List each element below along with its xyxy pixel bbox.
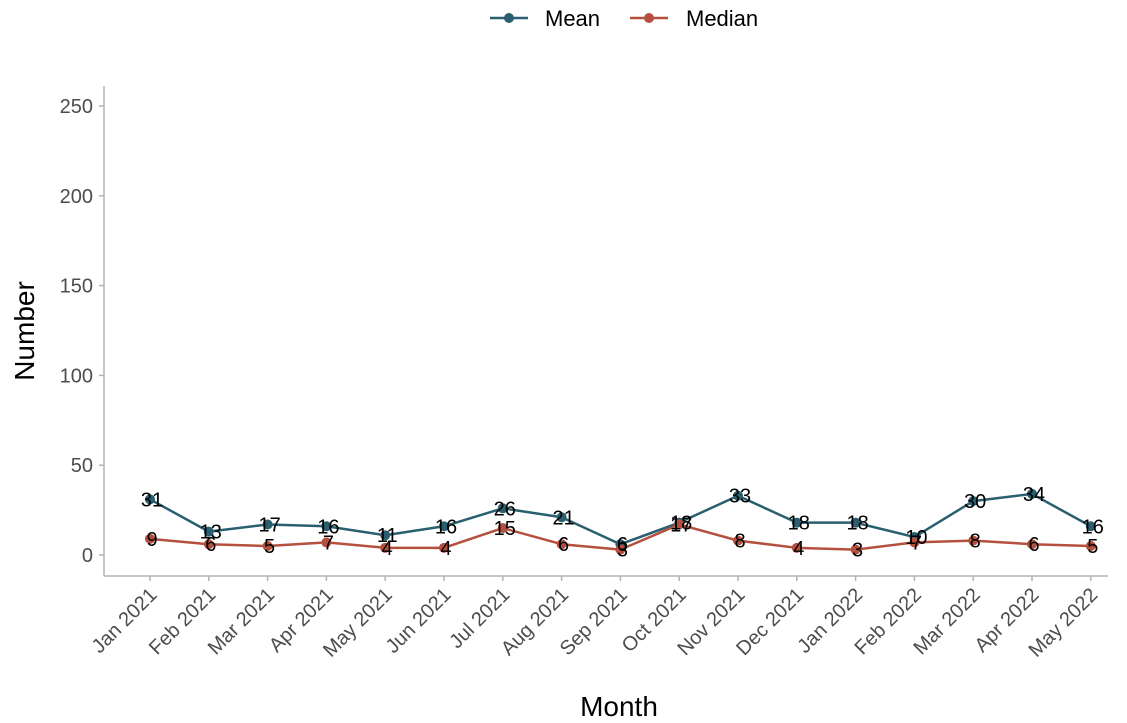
y-tick-label-100: 100 <box>60 365 93 387</box>
mean-label-dec-2021: 18 <box>788 513 810 535</box>
median-label-jan-2022: 3 <box>852 540 863 562</box>
mean-label-jun-2021: 16 <box>435 516 457 538</box>
mean-label-mar-2022: 30 <box>964 491 986 513</box>
mean-point-jan-2021 <box>145 494 155 505</box>
legend-item-mean: Mean <box>490 6 600 31</box>
mean-label-jan-2022: 18 <box>846 513 868 535</box>
mean-label-apr-2022: 34 <box>1023 484 1045 506</box>
legend-median-marker <box>644 13 654 23</box>
mean-point-jun-2021 <box>439 521 449 532</box>
mean-point-nov-2021 <box>733 490 743 501</box>
x-axis-title: Month <box>580 691 658 722</box>
mean-point-apr-2021 <box>321 521 332 532</box>
mean-label-mar-2021: 17 <box>258 514 280 536</box>
mean-label-aug-2021: 21 <box>552 507 574 529</box>
mean-point-apr-2022 <box>1027 488 1037 499</box>
median-point-jun-2021 <box>439 542 449 553</box>
median-label-nov-2021: 8 <box>734 531 745 553</box>
median-point-may-2021 <box>380 542 391 553</box>
y-tick-label-200: 200 <box>60 186 93 208</box>
median-point-apr-2022 <box>1027 539 1037 550</box>
mean-label-jan-2021: 31 <box>141 489 163 511</box>
median-label-sep-2021: 3 <box>617 540 628 562</box>
median-point-feb-2022 <box>909 537 920 548</box>
mean-point-jul-2021 <box>497 503 508 514</box>
median-point-jan-2021 <box>145 533 155 544</box>
median-point-apr-2021 <box>321 537 332 548</box>
median-label-may-2021: 4 <box>382 538 393 560</box>
median-label-may-2022: 5 <box>1087 536 1098 558</box>
mean-point-mar-2021 <box>262 519 273 530</box>
mean-label-may-2022: 16 <box>1082 516 1104 538</box>
mean-label-sep-2021: 6 <box>617 534 628 556</box>
legend-mean-label: Mean <box>545 6 600 31</box>
y-tick-label-50: 50 <box>71 455 93 477</box>
x-tick-label-jun-2021: Jun 2021 <box>382 584 456 658</box>
mean-point-feb-2021 <box>203 526 214 537</box>
median-point-dec-2021 <box>791 542 802 553</box>
median-point-feb-2021 <box>203 539 214 550</box>
y-tick-label-150: 150 <box>60 276 93 298</box>
mean-label-oct-2021: 18 <box>670 513 692 535</box>
mean-label-jul-2021: 26 <box>494 498 516 520</box>
median-point-aug-2021 <box>556 539 567 550</box>
mean-point-mar-2022 <box>968 496 979 507</box>
median-label-apr-2021: 7 <box>323 532 334 554</box>
median-point-jan-2022 <box>850 544 861 555</box>
median-label-feb-2021: 6 <box>205 534 216 556</box>
mean-point-dec-2021 <box>791 517 802 528</box>
mean-label-feb-2022: 10 <box>905 527 927 549</box>
legend-median-label: Median <box>686 6 758 31</box>
mean-label-apr-2021: 16 <box>317 516 339 538</box>
median-point-mar-2021 <box>262 541 273 552</box>
mean-point-jan-2022 <box>850 517 861 528</box>
median-point-may-2022 <box>1085 541 1096 552</box>
y-axis-ticks: 0 50 100 150 200 250 <box>60 96 104 567</box>
legend-mean-marker <box>504 13 514 23</box>
median-label-mar-2022: 8 <box>970 531 981 553</box>
mean-label-may-2021: 11 <box>377 525 398 547</box>
mean-point-may-2021 <box>380 530 391 541</box>
median-label-dec-2021: 4 <box>793 538 804 560</box>
axes <box>103 86 1108 577</box>
mean-point-aug-2021 <box>556 512 567 523</box>
mean-label-nov-2021: 33 <box>729 486 751 508</box>
median-label-jul-2021: 15 <box>494 518 516 540</box>
median-point-oct-2021 <box>674 519 685 530</box>
y-tick-label-250: 250 <box>60 96 93 118</box>
median-label-oct-2021: 17 <box>670 514 692 536</box>
median-label-aug-2021: 6 <box>558 534 569 556</box>
median-point-nov-2021 <box>733 535 743 546</box>
median-point-sep-2021 <box>615 544 626 555</box>
legend-item-median: Median <box>630 6 758 31</box>
legend: Mean Median <box>490 6 758 31</box>
median-label-jan-2021: 9 <box>146 529 157 551</box>
series-layer <box>145 488 1096 555</box>
y-tick-label-0: 0 <box>82 545 93 567</box>
y-axis-title: Number <box>9 281 40 381</box>
median-label-jun-2021: 4 <box>440 538 451 560</box>
median-label-feb-2022: 7 <box>911 532 922 554</box>
median-label-mar-2021: 5 <box>264 536 275 558</box>
median-point-jul-2021 <box>497 523 508 534</box>
mean-label-feb-2021: 13 <box>200 522 222 544</box>
median-label-apr-2022: 6 <box>1028 534 1039 556</box>
mean-point-may-2022 <box>1085 521 1096 532</box>
median-point-mar-2022 <box>968 535 979 546</box>
